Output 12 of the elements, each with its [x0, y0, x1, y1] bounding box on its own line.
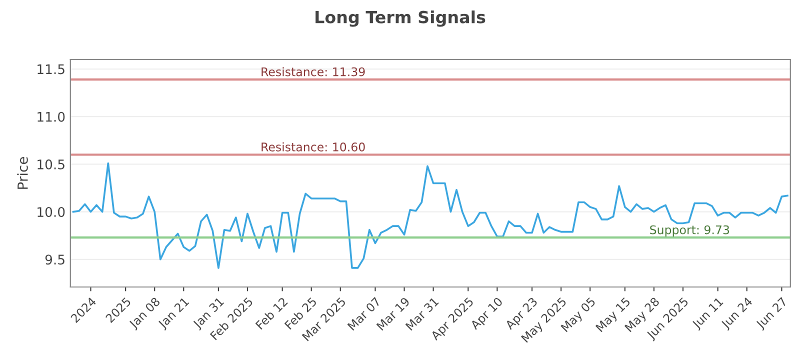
y-tick-label: 10.5	[38, 159, 64, 170]
ref-line-label: Resistance: 10.60	[262, 142, 365, 152]
line-series	[72, 162, 788, 269]
y-tick-label: 10.0	[38, 207, 65, 217]
y-axis-title: Price	[17, 157, 28, 189]
y-tick-label: 11.0	[38, 112, 65, 122]
chart-title: Long Term Signals	[316, 10, 486, 27]
ref-line-label: Support: 9.73	[650, 225, 730, 237]
ref-line-label: Resistance: 11.39	[262, 67, 365, 76]
x-tick-label: Jun 27	[755, 296, 789, 331]
y-tick-label: 11.5	[38, 64, 64, 74]
y-tick-label: 9.5	[45, 254, 64, 265]
